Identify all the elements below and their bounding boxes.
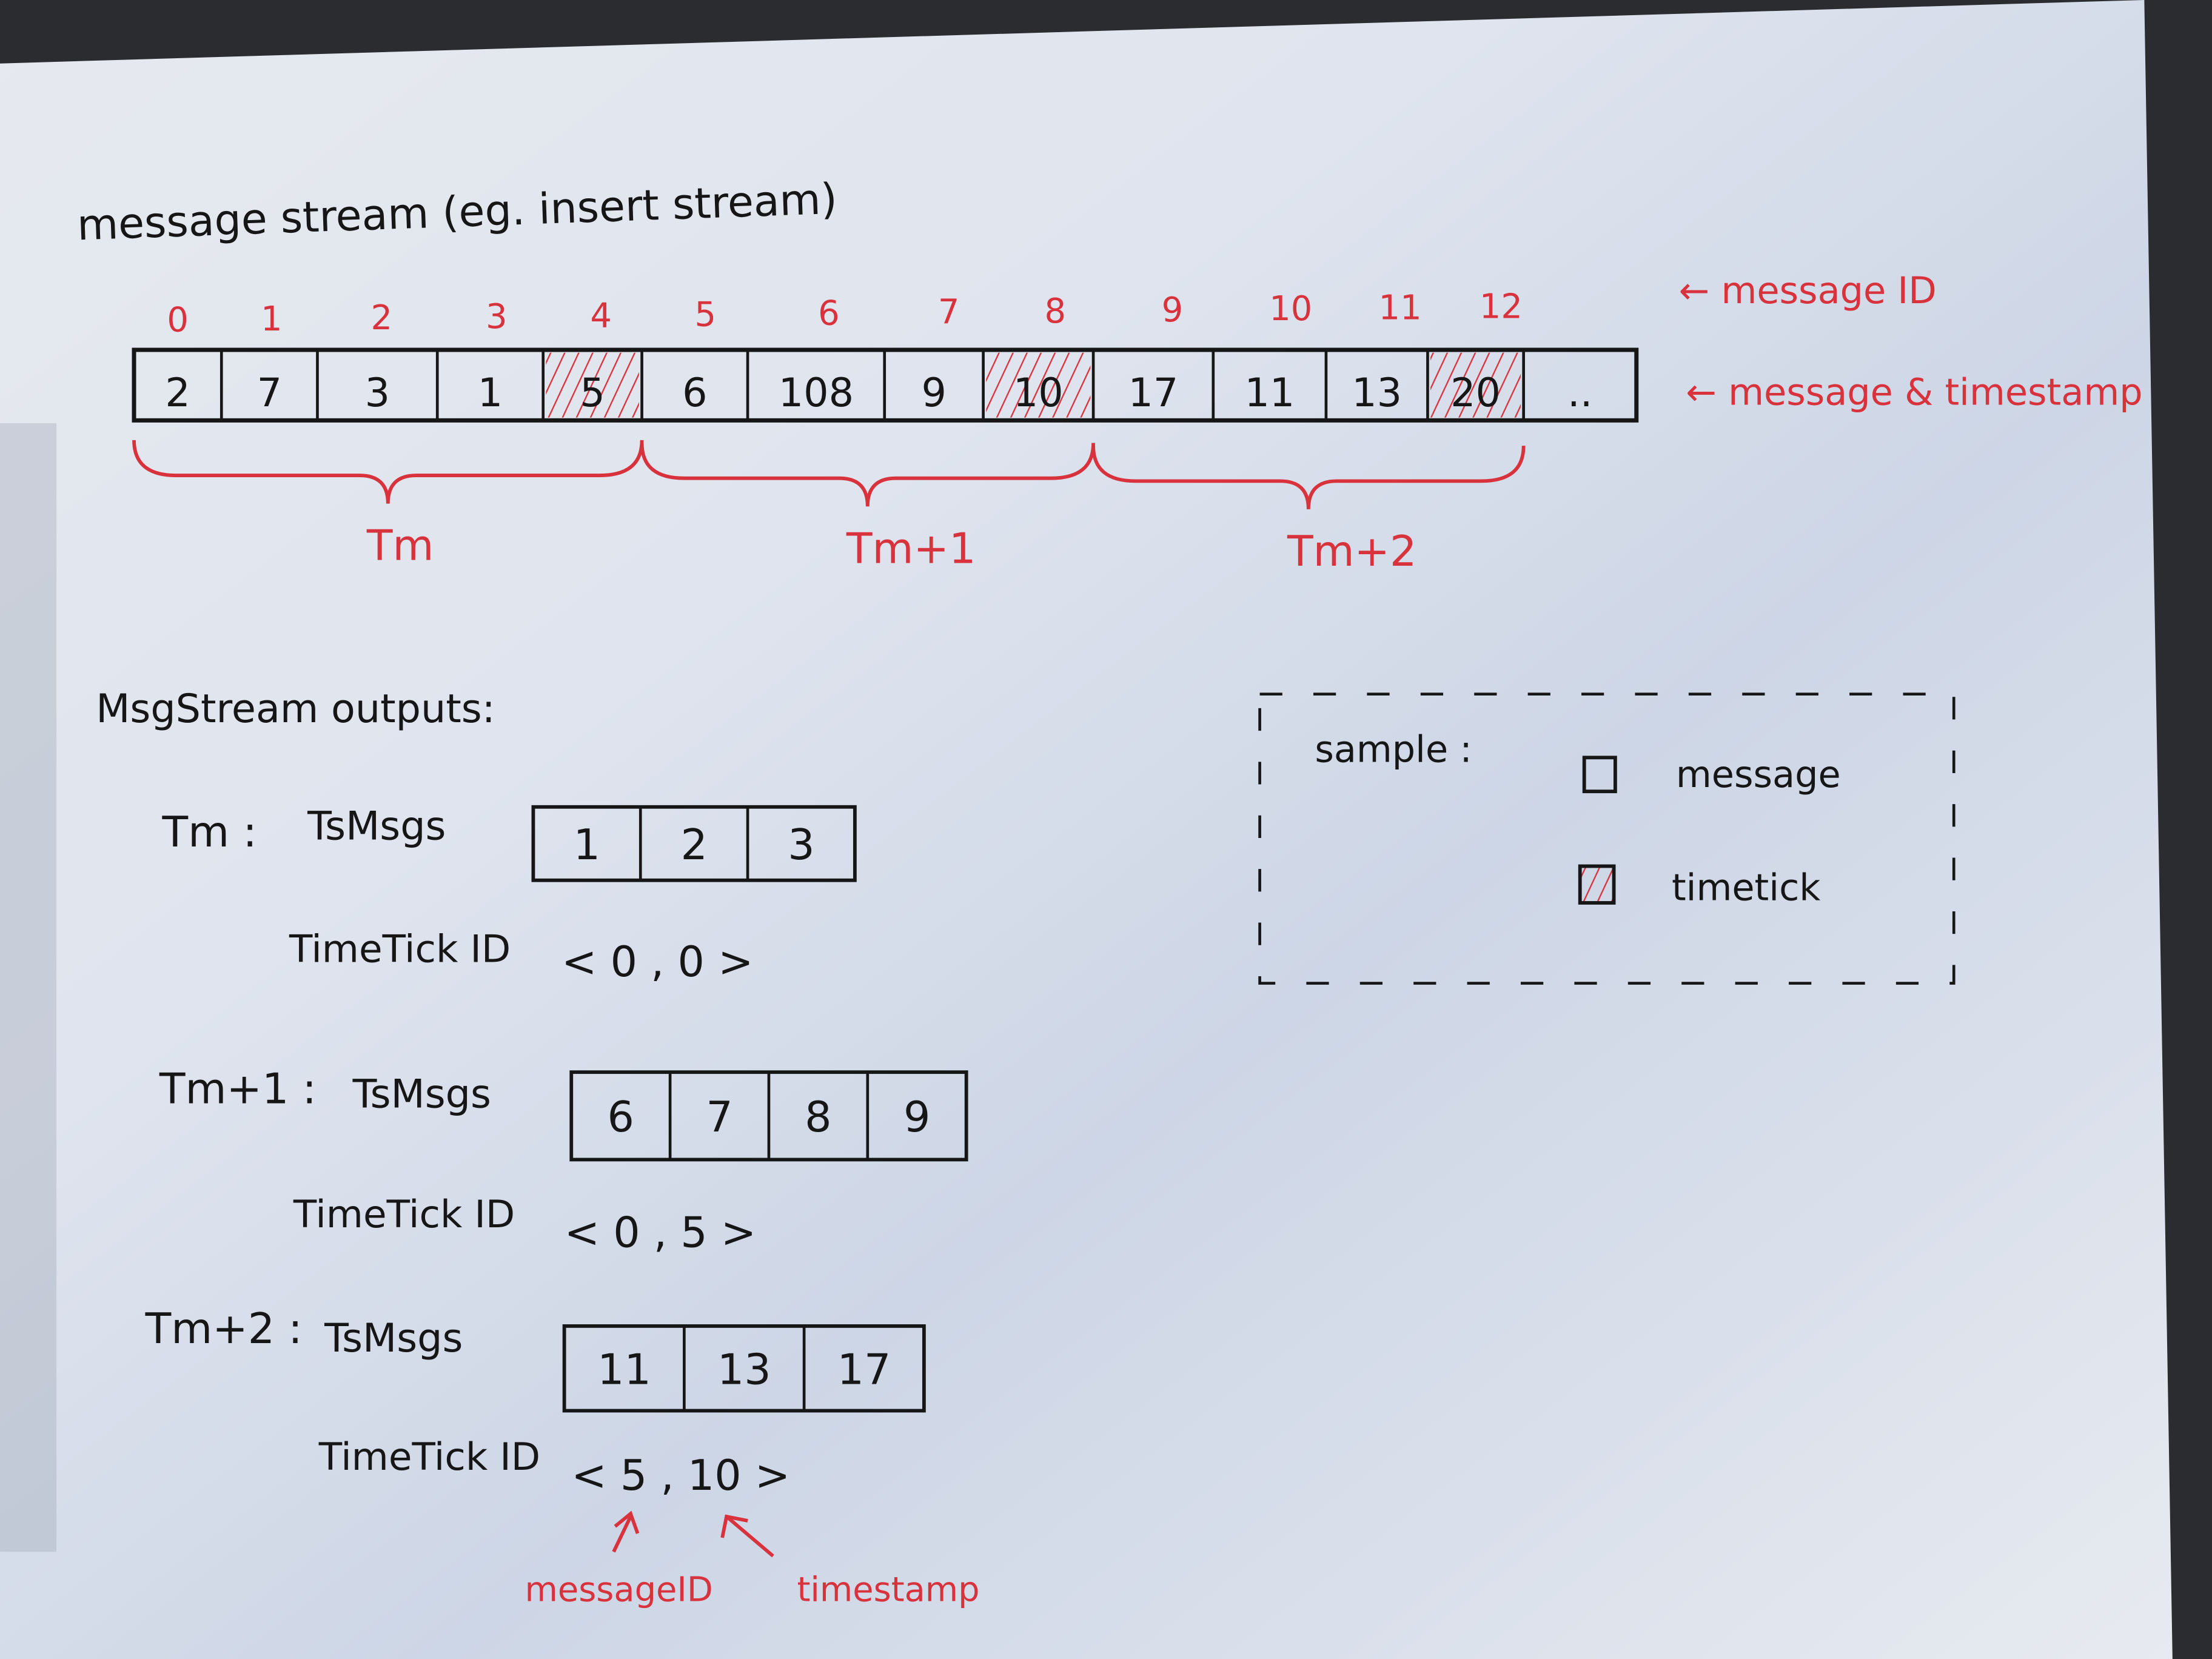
- stream-timestamp: 20: [1450, 370, 1501, 416]
- message-id: 4: [590, 296, 612, 335]
- timetick-id-label: TimeTick ID: [318, 1435, 540, 1479]
- stream-timestamp: 6: [682, 370, 707, 416]
- stream-cell: 20: [1426, 349, 1521, 421]
- tsmsg-value: 9: [903, 1093, 930, 1142]
- message-id: 11: [1379, 288, 1422, 327]
- interval-brace: [132, 440, 644, 504]
- stream-timestamp: 1: [478, 370, 503, 416]
- message-id: 8: [1044, 292, 1066, 331]
- message-id: 6: [818, 294, 840, 333]
- stream-timestamp: 2: [165, 370, 190, 416]
- output-interval-label: Tm :: [162, 808, 257, 857]
- tsmsg-value: 1: [574, 820, 600, 870]
- timetick-id-value: < 5 , 10 >: [571, 1451, 790, 1500]
- tsmsgs-box: [562, 1324, 926, 1413]
- message-id: 7: [938, 293, 960, 332]
- message-id: 9: [1162, 290, 1184, 330]
- tsmsg-value: 6: [607, 1093, 634, 1142]
- stream-timestamp: 5: [580, 370, 605, 416]
- message-id: 3: [486, 297, 508, 337]
- stream-timestamp: 7: [257, 370, 282, 416]
- annotation-message-id: messageID: [525, 1510, 713, 1610]
- tsmsgs-label: TsMsgs: [324, 1316, 463, 1361]
- stream-cell: ..: [1522, 349, 1592, 421]
- tsmsg-value: 3: [788, 820, 814, 870]
- stream-cell: 13: [1324, 349, 1402, 421]
- svg-text:messageID: messageID: [525, 1570, 712, 1610]
- message-id: 10: [1269, 289, 1312, 329]
- outputs-heading: MsgStream outputs:: [96, 686, 495, 732]
- legend-message: message: [1676, 754, 1841, 796]
- message-timestamp-label: ← message & timestamp: [1686, 372, 2142, 414]
- stream-timestamp: 13: [1352, 370, 1402, 416]
- legend-box: sample : message timetick: [1258, 692, 1956, 985]
- stream-cell: 2: [165, 370, 190, 416]
- annotation-timestamp: timestamp: [720, 1514, 980, 1610]
- output-interval-label: Tm+2 :: [145, 1304, 303, 1353]
- stream-timestamp: 10: [1013, 370, 1064, 416]
- output-row: Tm+2 : TsMsgs 11 13 17 TimeTick ID < 5 , 10 >: [145, 1304, 926, 1500]
- tsmsg-value: 11: [597, 1345, 651, 1394]
- message-id: 2: [371, 298, 393, 338]
- timetick-id-value: < 0 , 0 >: [561, 937, 754, 987]
- paper-shadow-left: [0, 423, 57, 1552]
- stream-timestamp: 11: [1244, 370, 1295, 416]
- message-id-label: ← message ID: [1679, 270, 1937, 312]
- stream-timestamp: ..: [1567, 370, 1592, 416]
- empty-square-icon: [1582, 756, 1617, 794]
- tsmsgs-label: TsMsgs: [307, 803, 446, 849]
- message-id: 12: [1480, 287, 1523, 326]
- stream-cell: 10: [982, 349, 1091, 421]
- svg-text:sample :: sample :: [1315, 728, 1472, 771]
- interval-label: Tm+2: [1287, 527, 1416, 576]
- tsmsg-value: 8: [805, 1093, 831, 1142]
- stream-cell: 9: [883, 349, 947, 421]
- timetick-id-label: TimeTick ID: [293, 1192, 515, 1236]
- interval-label: Tm: [366, 521, 434, 571]
- output-row: Tm+1 : TsMsgs 6 7 8 9 TimeTick ID < 0 , 5 >: [159, 1064, 968, 1258]
- stream-timestamp: 108: [779, 370, 854, 416]
- stream-timestamp: 17: [1128, 370, 1179, 416]
- message-id: 1: [261, 300, 283, 339]
- stream-cell: 1: [435, 349, 503, 421]
- tsmsg-value: 7: [706, 1093, 732, 1142]
- stream-cell: 7: [220, 349, 282, 421]
- stream-cell: 6: [640, 349, 708, 421]
- interval-brace: [1091, 446, 1526, 509]
- legend-timetick: timetick: [1672, 866, 1820, 909]
- timetick-id-value: < 0 , 5 >: [565, 1208, 757, 1258]
- output-interval-label: Tm+1 :: [159, 1064, 317, 1113]
- stream-timestamp: 3: [365, 370, 390, 416]
- svg-text:timestamp: timestamp: [797, 1570, 979, 1610]
- interval-label: Tm+1: [846, 524, 976, 573]
- interval-braces: Tm Tm+1 Tm+2: [132, 440, 1526, 576]
- timetick-hatch: [986, 352, 1091, 418]
- timetick-id-label: TimeTick ID: [289, 927, 511, 971]
- tsmsg-value: 2: [680, 820, 707, 870]
- tsmsgs-label: TsMsgs: [352, 1071, 491, 1117]
- tsmsg-value: 13: [717, 1345, 771, 1394]
- hatched-square-icon: [1578, 864, 1616, 905]
- interval-brace: [640, 443, 1095, 507]
- timetick-hatch: [1430, 352, 1521, 418]
- message-id: 5: [694, 295, 716, 334]
- stream-cell: 11: [1212, 349, 1295, 421]
- stream-cell: 3: [316, 349, 390, 421]
- tsmsg-value: 17: [837, 1345, 891, 1394]
- output-row: Tm : TsMsgs 1 2 3 TimeTick ID < 0 , 0 >: [162, 803, 857, 987]
- stream-cell: 17: [1091, 349, 1179, 421]
- stream-cell: 108: [746, 349, 854, 421]
- timetick-hatch: [546, 352, 639, 418]
- tsmsgs-box: [531, 805, 857, 882]
- stream-timestamp: 9: [921, 370, 946, 416]
- message-id: 0: [167, 301, 189, 340]
- stream-cell: 5: [541, 349, 639, 421]
